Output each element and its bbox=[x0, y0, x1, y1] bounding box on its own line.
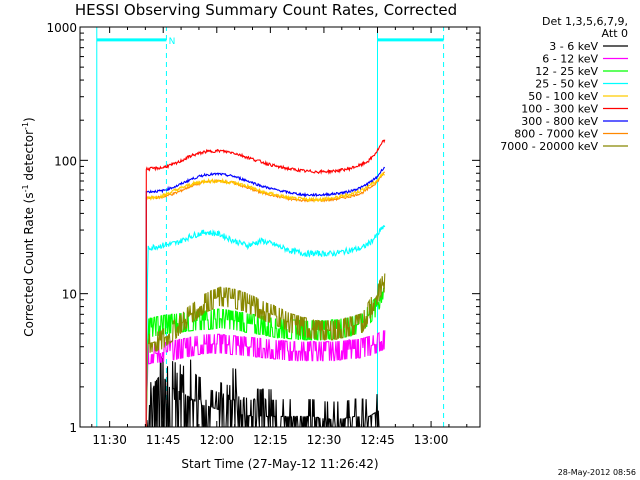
y-tick-label: 1 bbox=[69, 421, 77, 435]
x-tick-label: 11:30 bbox=[92, 433, 127, 447]
legend-label: 6 - 12 keV bbox=[542, 53, 598, 66]
series-line-5 bbox=[145, 172, 385, 428]
series-line-3 bbox=[145, 287, 385, 428]
series-line-1 bbox=[145, 356, 385, 428]
overlay-flag-label: N bbox=[169, 37, 176, 47]
series-line-6 bbox=[145, 139, 386, 428]
x-tick-label: 11:45 bbox=[146, 433, 181, 447]
x-axis-label: Start Time (27-May-12 11:26:42) bbox=[181, 457, 378, 471]
legend-header: Det 1,3,5,6,7,9, bbox=[542, 15, 628, 28]
legend-label: 7000 - 20000 keV bbox=[500, 140, 598, 153]
legend-label: 100 - 300 keV bbox=[521, 103, 598, 116]
legend-label: 12 - 25 keV bbox=[535, 65, 598, 78]
series-line-7 bbox=[145, 166, 386, 428]
series-line-2 bbox=[145, 330, 386, 428]
legend-label: 50 - 100 keV bbox=[528, 90, 598, 103]
x-tick-label: 12:00 bbox=[199, 433, 234, 447]
y-tick-label: 1000 bbox=[46, 21, 77, 35]
plot-timestamp: 28-May-2012 08:56 bbox=[558, 468, 636, 477]
series-line-9 bbox=[145, 273, 386, 428]
chart-title: HESSI Observing Summary Count Rates, Cor… bbox=[75, 1, 457, 19]
y-tick-label: 100 bbox=[54, 154, 77, 168]
legend-label: 25 - 50 keV bbox=[535, 78, 598, 91]
plot-frame bbox=[79, 26, 481, 428]
x-tick-label: 12:30 bbox=[307, 433, 342, 447]
y-axis-label: Corrected Count Rate (s-1 detector-1) bbox=[21, 117, 36, 336]
y-tick-label: 10 bbox=[62, 288, 77, 302]
series-line-4 bbox=[145, 225, 386, 428]
legend-header-att: Att 0 bbox=[602, 27, 628, 40]
legend-label: 800 - 7000 keV bbox=[514, 128, 598, 141]
legend-label: 300 - 800 keV bbox=[521, 115, 598, 128]
x-axis-ticks: 11:30 11:45 12:00 12:15 12:30 12:45 13:00 bbox=[91, 27, 468, 447]
x-tick-label: 13:00 bbox=[414, 433, 449, 447]
plot-area: N bbox=[79, 26, 481, 428]
y-axis-ticks: 1 10 100 1000 bbox=[46, 21, 480, 435]
legend-label: 3 - 6 keV bbox=[549, 40, 598, 53]
x-tick-label: 12:45 bbox=[360, 433, 395, 447]
x-tick-label: 12:15 bbox=[253, 433, 288, 447]
